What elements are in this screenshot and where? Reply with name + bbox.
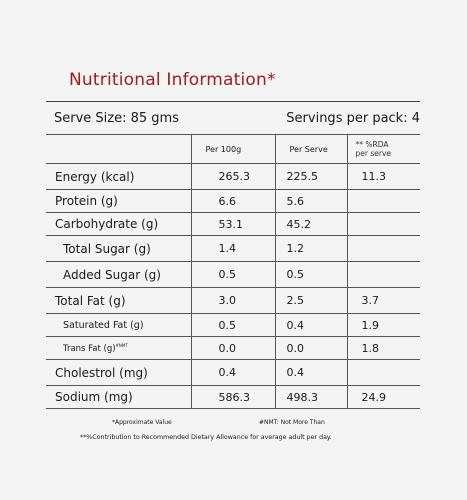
table-row: Energy (kcal) 265.3 225.5 11.3 <box>46 163 420 190</box>
value-per-100g: 0.0 <box>190 336 276 360</box>
value-per-serve: 0.0 <box>274 336 348 360</box>
row-label-cell: Trans Fat (g)#NMT <box>46 336 192 360</box>
value-per-serve: 0.4 <box>274 313 348 337</box>
table-row: Total Sugar (g) 1.4 1.2 <box>46 235 420 262</box>
table-row: Added Sugar (g) 0.5 0.5 <box>46 261 420 288</box>
value-rda: 11.3 <box>346 163 420 190</box>
row-label: Energy (kcal) <box>46 163 192 190</box>
table-row: Sodium (mg) 586.3 498.3 24.9 <box>46 385 420 409</box>
top-divider <box>46 101 420 102</box>
table-row: Trans Fat (g)#NMT 0.0 0.0 1.8 <box>46 336 420 360</box>
value-per-serve: 0.4 <box>274 359 348 386</box>
value-per-100g: 3.0 <box>190 287 276 314</box>
row-label: Trans Fat (g) <box>63 343 116 354</box>
value-per-100g: 0.5 <box>190 261 276 288</box>
nutrition-title: Nutritional Information* <box>69 70 276 90</box>
value-per-100g: 265.3 <box>190 163 276 190</box>
value-per-serve: 225.5 <box>274 163 348 190</box>
table-row: Total Fat (g) 3.0 2.5 3.7 <box>46 287 420 314</box>
row-label: Cholestrol (mg) <box>46 359 192 386</box>
value-per-serve: 1.2 <box>274 235 348 262</box>
nmt-superscript: #NMT <box>115 342 128 348</box>
table-row: Carbohydrate (g) 53.1 45.2 <box>46 212 420 236</box>
value-rda <box>346 189 420 213</box>
row-label: Protein (g) <box>46 189 192 213</box>
note-approximate: *Approximate Value <box>112 419 172 426</box>
value-rda <box>346 261 420 288</box>
value-per-100g: 1.4 <box>190 235 276 262</box>
value-per-serve: 0.5 <box>274 261 348 288</box>
value-rda: 1.9 <box>346 313 420 337</box>
table-row: Saturated Fat (g) 0.5 0.4 1.9 <box>46 313 420 337</box>
note-nmt: #NMT: Not More Than <box>259 419 325 426</box>
nutrition-table: Per 100g Per Serve ** %RDA per serve Ene… <box>46 134 420 409</box>
table-row: Cholestrol (mg) 0.4 0.4 <box>46 359 420 386</box>
header-rda-line2: per serve <box>355 149 392 158</box>
header-rda-line1: ** %RDA <box>355 140 389 149</box>
value-rda: 24.9 <box>346 385 420 409</box>
value-per-100g: 0.4 <box>190 359 276 386</box>
note-rda: **%Contribution to Recommended Dietary A… <box>80 434 332 441</box>
table-header-row: Per 100g Per Serve ** %RDA per serve <box>46 134 420 164</box>
value-per-serve: 45.2 <box>274 212 348 236</box>
header-rda: ** %RDA per serve <box>346 134 420 164</box>
row-label: Total Fat (g) <box>46 287 192 314</box>
value-rda <box>346 359 420 386</box>
value-per-100g: 0.5 <box>190 313 276 337</box>
value-per-100g: 6.6 <box>190 189 276 213</box>
row-label: Total Sugar (g) <box>46 235 192 262</box>
row-label: Added Sugar (g) <box>46 261 192 288</box>
value-per-serve: 5.6 <box>274 189 348 213</box>
row-label: Sodium (mg) <box>46 385 192 409</box>
value-rda <box>346 235 420 262</box>
row-label: Carbohydrate (g) <box>46 212 192 236</box>
table-row: Protein (g) 6.6 5.6 <box>46 189 420 213</box>
value-per-100g: 586.3 <box>190 385 276 409</box>
servings-per-pack: Servings per pack: 4 <box>286 111 420 126</box>
value-per-100g: 53.1 <box>190 212 276 236</box>
value-rda: 1.8 <box>346 336 420 360</box>
value-per-serve: 2.5 <box>274 287 348 314</box>
header-empty <box>46 134 192 164</box>
value-rda: 3.7 <box>346 287 420 314</box>
value-rda <box>346 212 420 236</box>
serve-size: Serve Size: 85 gms <box>54 111 179 126</box>
header-per-serve: Per Serve <box>274 134 348 164</box>
row-label: Saturated Fat (g) <box>46 313 192 337</box>
value-per-serve: 498.3 <box>274 385 348 409</box>
header-per-100g: Per 100g <box>190 134 276 164</box>
